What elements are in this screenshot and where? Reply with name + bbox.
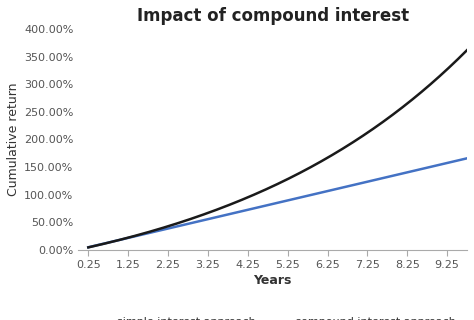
Line: simple interest approach: simple interest approach bbox=[88, 158, 467, 247]
simple interest approach bbox=[455, 158, 461, 162]
compound interest approach bbox=[396, 108, 401, 112]
simple interest approach bbox=[268, 203, 273, 206]
simple interest approach bbox=[464, 156, 470, 160]
compound interest approach bbox=[265, 187, 271, 190]
compound interest approach bbox=[311, 164, 317, 167]
simple interest approach bbox=[265, 203, 271, 207]
Line: compound interest approach: compound interest approach bbox=[88, 50, 467, 247]
Y-axis label: Cumulative return: Cumulative return bbox=[7, 83, 20, 196]
simple interest approach bbox=[311, 192, 317, 196]
compound interest approach bbox=[291, 174, 296, 178]
Legend: simple interest approach, compound interest approach: simple interest approach, compound inter… bbox=[90, 317, 456, 320]
compound interest approach bbox=[268, 185, 273, 189]
Title: Impact of compound interest: Impact of compound interest bbox=[137, 7, 409, 25]
compound interest approach bbox=[464, 48, 470, 52]
simple interest approach bbox=[396, 172, 401, 176]
simple interest approach bbox=[291, 197, 296, 201]
compound interest approach bbox=[455, 57, 461, 61]
compound interest approach bbox=[85, 245, 91, 249]
X-axis label: Years: Years bbox=[254, 274, 292, 287]
simple interest approach bbox=[85, 245, 91, 249]
